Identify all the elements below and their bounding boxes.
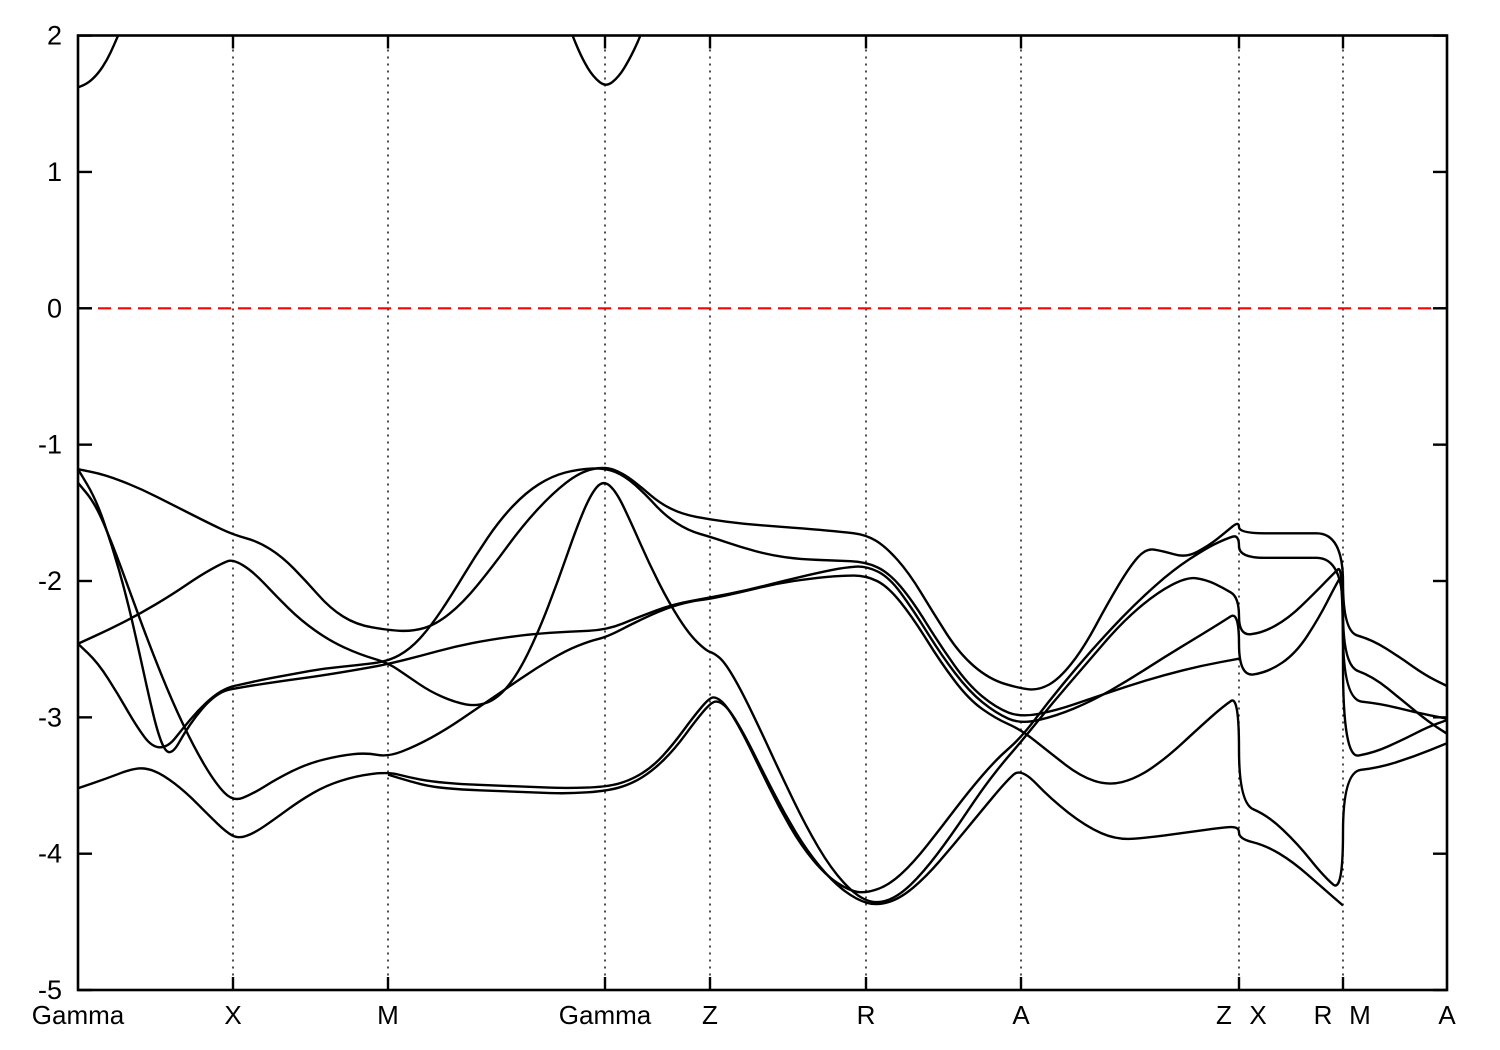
band-curve [387,700,1344,907]
conduction-band-curve [78,35,120,89]
y-tick-label: -2 [38,566,62,596]
k-point-label: R [857,1000,876,1030]
y-tick-label: -5 [38,975,62,1005]
k-point-label: R [1314,1000,1333,1030]
band-curve [78,466,1447,691]
x-tick-labels: Gamma X M Gamma Z R A Z X R M A [32,1000,1457,1030]
y-tick-label: -1 [38,430,62,460]
gridlines [232,35,1344,990]
y-ticks [78,34,1447,992]
k-point-label: M [1349,1000,1371,1030]
band-curve [78,482,1447,887]
band-curve [78,467,1240,749]
k-point-label: Z [1216,1000,1232,1030]
plot-border [76,34,1449,992]
k-point-label: M [377,1000,399,1030]
k-point-label: A [1012,1000,1030,1030]
y-tick-label: 1 [47,157,62,187]
band-curve [78,481,1447,904]
k-point-label: Gamma [32,1000,125,1030]
band-curves [78,35,1447,907]
y-tick-label: -3 [38,702,62,732]
y-tick-label: 2 [47,21,62,51]
k-point-label: A [1438,1000,1456,1030]
k-point-label: Gamma [559,1000,652,1030]
y-tick-labels: 2 1 0 -1 -2 -3 -4 -5 [38,21,62,1005]
k-point-label: Z [702,1000,718,1030]
y-tick-label: -4 [38,839,62,869]
x-ticks [231,35,1345,990]
k-point-label: X [1249,1000,1266,1030]
y-tick-label: 0 [47,293,62,323]
band-curve [78,468,1447,757]
k-point-label: X [224,1000,241,1030]
conduction-band-curve [571,35,642,86]
